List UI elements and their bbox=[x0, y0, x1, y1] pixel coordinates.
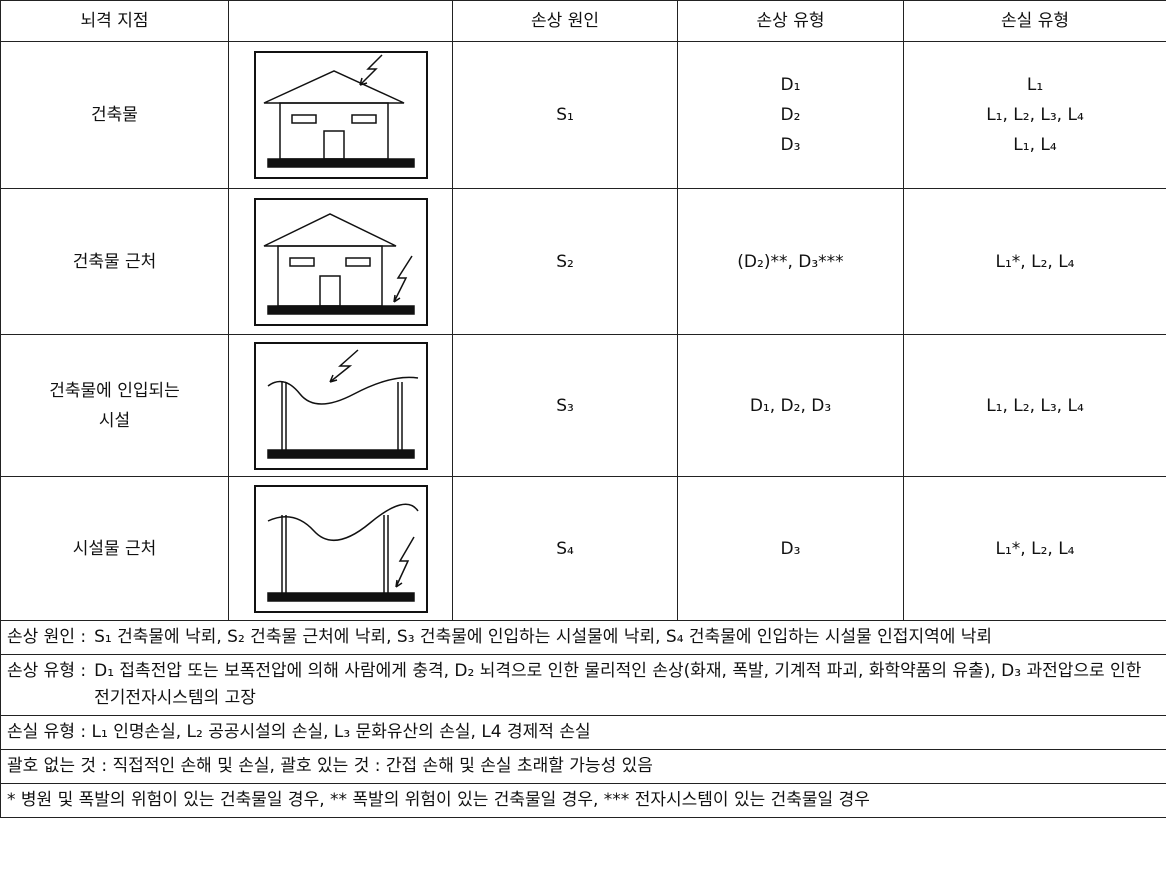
loss: L₁, L₂, L₃, L₄ bbox=[986, 105, 1084, 125]
lightning-table: 뇌격 지점 손상 원인 손상 유형 손실 유형 건축물 S₁ D₁ D₂ D₃ L₁… bbox=[0, 0, 1166, 818]
damage-cell: D₁ D₂ D₃ bbox=[677, 41, 904, 189]
point: 시설물 근처 bbox=[72, 538, 157, 559]
loss: L₁, L₂, L₃, L₄ bbox=[986, 395, 1084, 416]
row: 건축물 S₁ D₁ D₂ D₃ L₁ L₁, L₂, L₃, L₄ L₁, L₄ bbox=[0, 41, 1166, 189]
damage-cell: D₃ bbox=[677, 476, 904, 621]
cause-cell: S₂ bbox=[452, 188, 678, 335]
loss: L₁, L₄ bbox=[1013, 135, 1057, 155]
near-line-icon bbox=[253, 484, 428, 613]
point: 건축물 근처 bbox=[72, 251, 157, 272]
note-text: S₁ 건축물에 낙뢰, S₂ 건축물 근처에 낙뢰, S₃ 건축물에 인입하는 … bbox=[94, 627, 993, 647]
damage: D₂ bbox=[780, 105, 801, 125]
loss: L₁*, L₂, L₄ bbox=[995, 538, 1075, 559]
loss: L₁*, L₂, L₄ bbox=[995, 251, 1075, 272]
note: 손실 유형 : L₁ 인명손실, L₂ 공공시설의 손실, L₃ 문화유산의 손… bbox=[0, 715, 1166, 750]
point: 건축물에 인입되는 bbox=[49, 380, 180, 401]
damage: D₁ bbox=[780, 75, 801, 95]
header-cell: 손실 유형 bbox=[903, 0, 1166, 42]
damage: D₁, D₂, D₃ bbox=[749, 395, 832, 416]
note: 괄호 없는 것 : 직접적인 손해 및 손실, 괄호 있는 것 : 간접 손해 … bbox=[0, 749, 1166, 784]
header-cell: 손상 원인 bbox=[452, 0, 678, 42]
icon-cell bbox=[228, 334, 453, 477]
damage: D₃ bbox=[780, 135, 801, 155]
point: 시설 bbox=[98, 410, 131, 431]
point-cell: 건축물 근처 bbox=[0, 188, 229, 335]
cause-cell: S₃ bbox=[452, 334, 678, 477]
damage: (D₂)**, D₃*** bbox=[737, 251, 844, 272]
note-row: 손상 원인 : S₁ 건축물에 낙뢰, S₂ 건축물 근처에 낙뢰, S₃ 건축물… bbox=[0, 620, 1166, 655]
header-cell: 뇌격 지점 bbox=[0, 0, 229, 42]
note-label: 손상 원인 : bbox=[7, 627, 87, 647]
row: 건축물 근처 S₂ (D₂)**, D₃*** L₁*, L₂, L₄ bbox=[0, 188, 1166, 335]
loss-cell: L₁ L₁, L₂, L₃, L₄ L₁, L₄ bbox=[903, 41, 1166, 189]
note: * 병원 및 폭발의 위험이 있는 건축물일 경우, ** 폭발의 위험이 있는… bbox=[0, 783, 1166, 818]
cause-cell: S₄ bbox=[452, 476, 678, 621]
note-row: 손상 유형 : D₁ 접촉전압 또는 보폭전압에 의해 사람에게 충격, D₂ 뇌… bbox=[0, 654, 1166, 716]
loss-cell: L₁*, L₂, L₄ bbox=[903, 188, 1166, 335]
loss-cell: L₁*, L₂, L₄ bbox=[903, 476, 1166, 621]
damage-cell: D₁, D₂, D₃ bbox=[677, 334, 904, 477]
point-cell: 시설물 근처 bbox=[0, 476, 229, 621]
damage-cell: (D₂)**, D₃*** bbox=[677, 188, 904, 335]
header-cell bbox=[228, 0, 453, 42]
damage: D₃ bbox=[780, 538, 801, 559]
note: 손상 원인 : S₁ 건축물에 낙뢰, S₂ 건축물 근처에 낙뢰, S₃ 건축물… bbox=[0, 620, 1166, 655]
house-strike-icon bbox=[253, 51, 428, 179]
point: 건축물 bbox=[91, 105, 138, 125]
icon-cell bbox=[228, 188, 453, 335]
row: 시설물 근처 S₄ D₃ L₁*, L₂, L₄ bbox=[0, 476, 1166, 621]
note-label: 손상 유형 : bbox=[7, 661, 87, 681]
note: 손상 유형 : D₁ 접촉전압 또는 보폭전압에 의해 사람에게 충격, D₂ 뇌… bbox=[0, 654, 1166, 716]
icon-cell bbox=[228, 476, 453, 621]
line-strike-icon bbox=[253, 341, 428, 470]
note-row: * 병원 및 폭발의 위험이 있는 건축물일 경우, ** 폭발의 위험이 있는… bbox=[0, 783, 1166, 818]
icon-cell bbox=[228, 41, 453, 189]
loss: L₁ bbox=[1026, 75, 1044, 95]
loss-cell: L₁, L₂, L₃, L₄ bbox=[903, 334, 1166, 477]
note-row: 괄호 없는 것 : 직접적인 손해 및 손실, 괄호 있는 것 : 간접 손해 … bbox=[0, 749, 1166, 784]
header-cell: 손상 유형 bbox=[677, 0, 904, 42]
header-row: 뇌격 지점 손상 원인 손상 유형 손실 유형 bbox=[0, 0, 1166, 42]
point-cell: 건축물 bbox=[0, 41, 229, 189]
near-house-icon bbox=[253, 197, 428, 326]
note-text: D₁ 접촉전압 또는 보폭전압에 의해 사람에게 충격, D₂ 뇌격으로 인한 … bbox=[94, 661, 1142, 708]
note-row: 손실 유형 : L₁ 인명손실, L₂ 공공시설의 손실, L₃ 문화유산의 손… bbox=[0, 715, 1166, 750]
cause-cell: S₁ bbox=[452, 41, 678, 189]
